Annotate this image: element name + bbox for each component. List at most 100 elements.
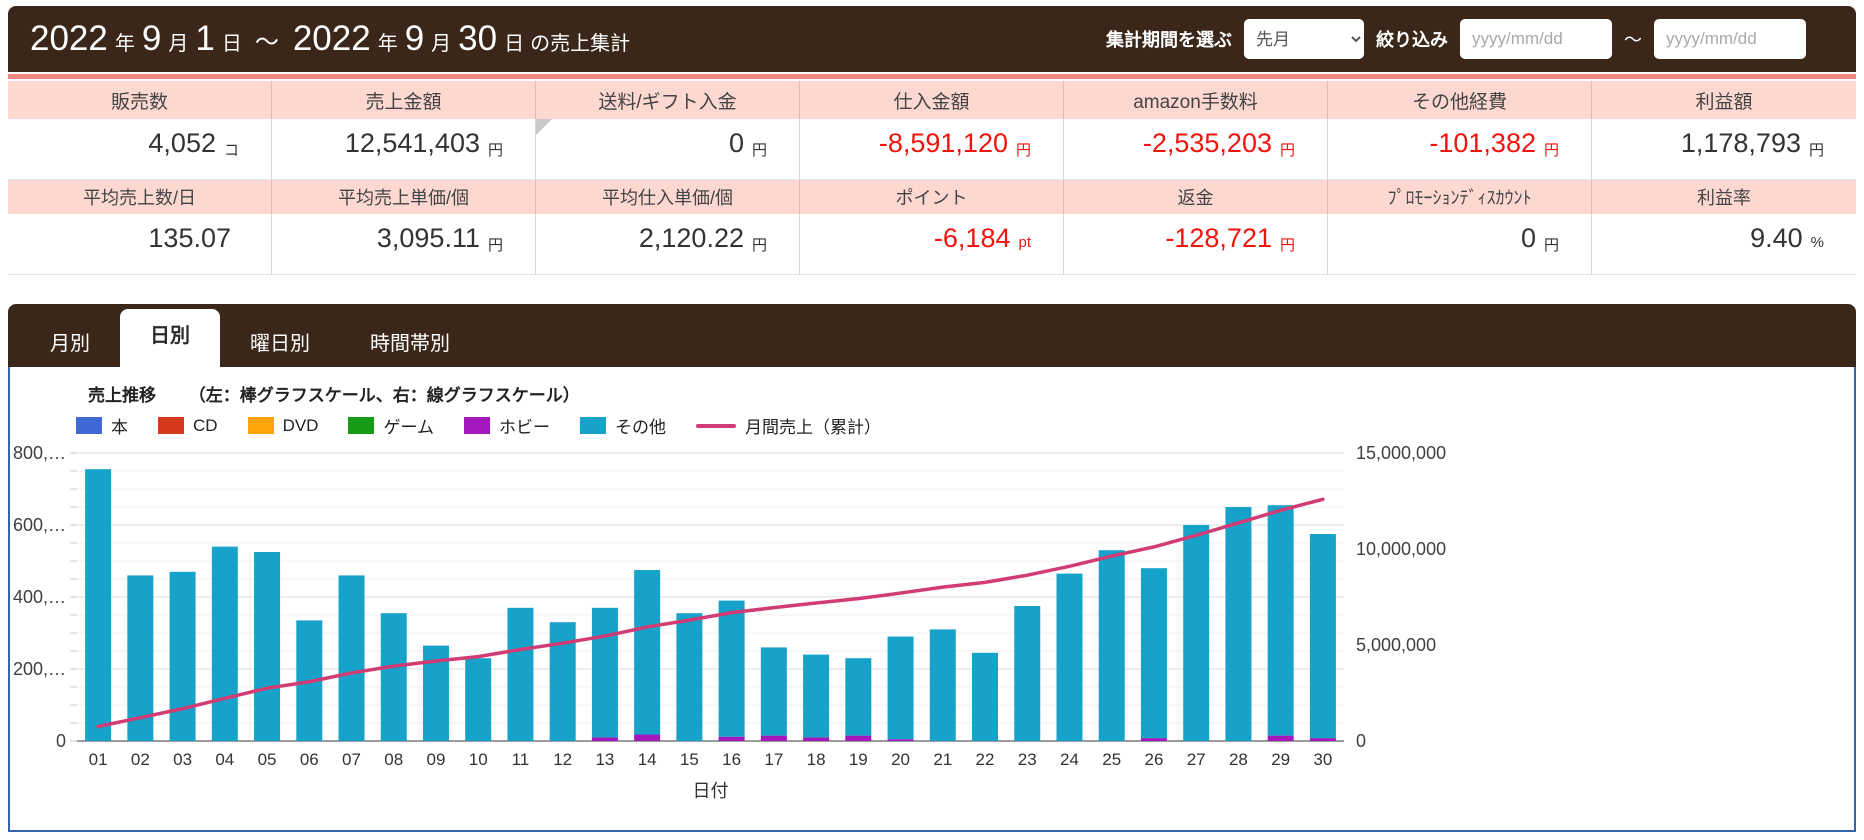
legend-label: ホビー (498, 418, 550, 437)
chart-title-main: 売上推移 (88, 386, 156, 405)
bar-segment-other[interactable] (1225, 507, 1252, 741)
bar-segment-other[interactable] (591, 607, 618, 738)
bar-segment-hobby[interactable] (634, 734, 661, 741)
legend-item-other[interactable]: その他 (579, 413, 666, 438)
bar-segment-other[interactable] (254, 552, 281, 741)
legend-item-hobby[interactable]: ホビー (463, 413, 550, 438)
summary-value-unit: 円 (751, 142, 767, 159)
bar-segment-hobby[interactable] (1267, 735, 1294, 741)
summary-header-cell: 販売数 (8, 81, 272, 119)
legend-item-game[interactable]: ゲーム (348, 413, 434, 438)
bar-segment-hobby[interactable] (1140, 738, 1167, 741)
summary-value: 12,541,403 (344, 128, 480, 158)
x-tick-label: 03 (173, 750, 192, 769)
bar-segment-other[interactable] (972, 652, 999, 741)
bar-segment-other[interactable] (338, 575, 365, 741)
bar-segment-hobby[interactable] (591, 737, 618, 741)
x-tick-label: 23 (1018, 750, 1037, 769)
date-to-input[interactable] (1654, 19, 1806, 59)
bar-segment-other[interactable] (169, 571, 196, 741)
legend-item-books[interactable]: 本 (76, 413, 128, 438)
bar-segment-other[interactable] (845, 658, 872, 736)
chart-legend: 本 CD DVD ゲーム ホビー その他 月間売上（累計） (76, 413, 881, 438)
left-axis-label: 800,… (13, 443, 66, 463)
summary-header-cell: 売上金額 (272, 81, 536, 119)
tab-timeband[interactable]: 時間帯別 (370, 333, 450, 355)
bar-segment-other[interactable] (127, 575, 154, 741)
x-tick-label: 08 (384, 750, 403, 769)
bar-segment-hobby[interactable] (845, 735, 872, 741)
legend-line-swatch (695, 423, 736, 428)
summary-value: 135.07 (148, 223, 231, 253)
summary-value-unit: % (1810, 234, 1824, 251)
summary-value-cell: 4,052 コ (8, 119, 272, 180)
tab-daily[interactable]: 日別 (120, 309, 220, 367)
bar-segment-other[interactable] (1183, 525, 1210, 741)
summary-value-row: 4,052 コ 12,541,403 円 0 円 -8,591,120 円 -2,535,203… (8, 119, 1856, 180)
summary-value-unit: 円 (1808, 142, 1824, 159)
bar-segment-other[interactable] (1014, 606, 1041, 741)
legend-item-dvd[interactable]: DVD (247, 415, 319, 436)
legend-label: その他 (614, 418, 666, 437)
bar-segment-other[interactable] (634, 570, 661, 735)
summary-value-unit: コ (223, 142, 239, 159)
chart-title-sub: （左：棒グラフスケール、右：線グラフスケール） (188, 386, 580, 405)
x-tick-label: 02 (131, 750, 150, 769)
legend-label: ゲーム (383, 418, 434, 437)
summary-value-cell: -6,184 pt (800, 214, 1064, 275)
tab-weekday[interactable]: 曜日別 (250, 333, 310, 355)
cumulative-line[interactable] (96, 497, 1325, 729)
bar-segment-other[interactable] (507, 607, 534, 741)
right-axis-label: 15,000,000 (1356, 443, 1446, 463)
left-axis-label: 0 (56, 731, 66, 751)
title-segment: の売上集計 (530, 33, 631, 55)
summary-header-row: 販売数 売上金額 送料/ギフト入金 仕入金額 amazon手数料 その他経費 利益額 (8, 81, 1856, 119)
period-select-label: 集計期間を選ぶ (1106, 30, 1232, 50)
summary-value-unit: 円 (487, 142, 503, 159)
summary-value-cell: -2,535,203 円 (1064, 119, 1328, 180)
legend-swatch (76, 417, 102, 434)
x-tick-label: 24 (1060, 750, 1079, 769)
legend-swatch (348, 417, 375, 434)
summary-value: 3,095.11 (376, 223, 480, 253)
bar-segment-hobby[interactable] (718, 736, 745, 741)
bar-segment-other[interactable] (1140, 568, 1167, 739)
bar-segment-hobby[interactable] (803, 737, 830, 741)
bar-segment-hobby[interactable] (887, 739, 914, 741)
bar-segment-other[interactable] (465, 658, 492, 741)
legend-item-cumulative[interactable]: 月間売上（累計） (695, 413, 881, 438)
bar-segment-other[interactable] (1267, 505, 1294, 736)
x-tick-label: 01 (89, 750, 108, 769)
legend-swatch (463, 417, 490, 434)
summary-value-unit: pt (1018, 234, 1031, 251)
bar-segment-other[interactable] (380, 613, 407, 741)
bar-segment-other[interactable] (1056, 573, 1083, 741)
page-title: 2022 年 9 月 1 日～ 2022 年 9 月 30 日の売上集計 (26, 19, 633, 59)
bar-segment-other[interactable] (718, 600, 745, 737)
bar-segment-other[interactable] (211, 546, 238, 741)
tab-bar: 月別 日別 曜日別 時間帯別 (8, 304, 1856, 367)
tab-monthly[interactable]: 月別 (50, 333, 90, 355)
bar-segment-other[interactable] (929, 629, 956, 741)
bar-segment-hobby[interactable] (760, 735, 787, 741)
bar-segment-other[interactable] (887, 636, 914, 740)
bar-segment-other[interactable] (85, 469, 112, 741)
title-segment: 30 (458, 19, 498, 58)
summary-header-cell: その他経費 (1328, 81, 1592, 119)
x-tick-label: 20 (891, 750, 910, 769)
summary-value-cell: -128,721 円 (1064, 214, 1328, 275)
legend-label: DVD (282, 415, 319, 435)
bar-segment-other[interactable] (1098, 550, 1125, 741)
x-tick-label: 06 (300, 750, 319, 769)
x-tick-label: 11 (512, 750, 530, 769)
period-select[interactable]: 先月 (1244, 19, 1364, 59)
bar-segment-other[interactable] (676, 613, 703, 741)
legend-item-cd[interactable]: CD (158, 416, 218, 436)
summary-header-cell: 返金 (1064, 180, 1328, 214)
x-tick-label: 19 (849, 750, 868, 769)
bar-segment-other[interactable] (803, 654, 830, 738)
bar-segment-hobby[interactable] (1309, 738, 1336, 741)
date-from-input[interactable] (1460, 19, 1612, 59)
bar-segment-other[interactable] (1309, 534, 1336, 739)
bar-segment-other[interactable] (760, 647, 787, 736)
